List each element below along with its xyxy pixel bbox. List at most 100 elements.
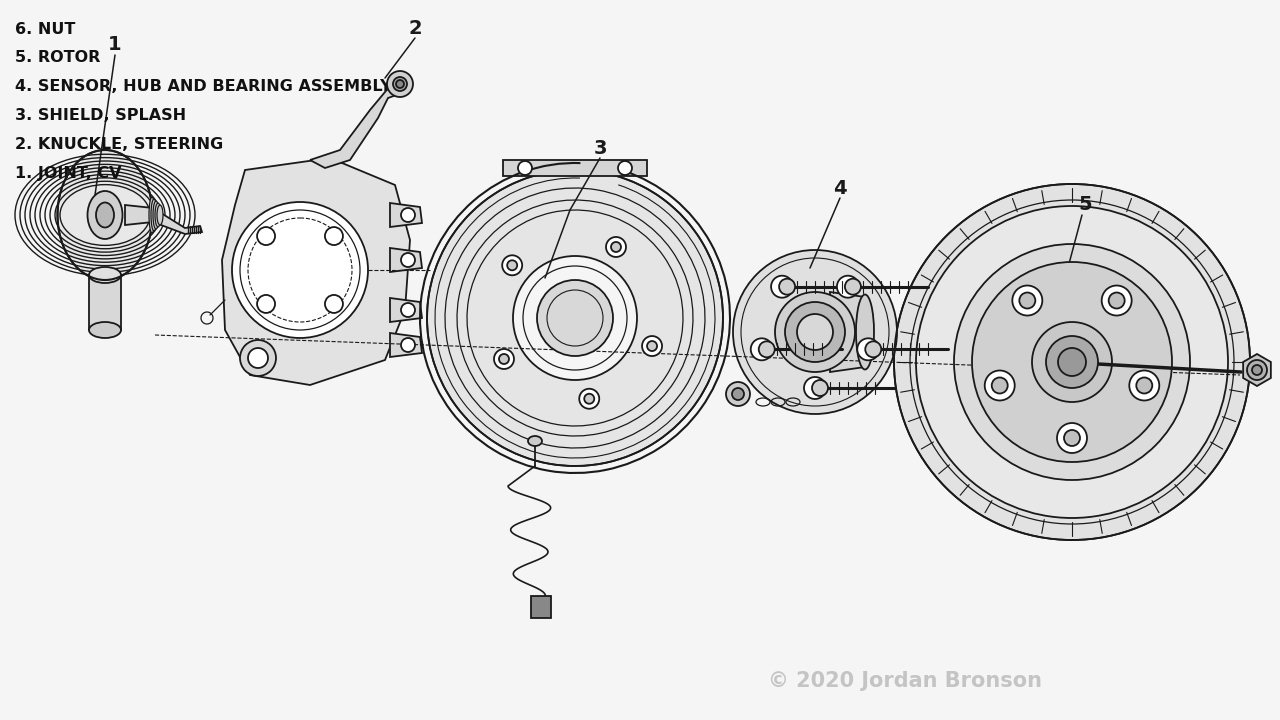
Circle shape [771, 276, 794, 297]
Ellipse shape [529, 436, 541, 446]
Polygon shape [829, 292, 865, 372]
Circle shape [1108, 292, 1125, 308]
Circle shape [726, 382, 750, 406]
Circle shape [751, 338, 773, 360]
Circle shape [513, 256, 637, 380]
Text: 2: 2 [408, 19, 422, 37]
Circle shape [780, 279, 795, 294]
Circle shape [502, 256, 522, 275]
Circle shape [916, 206, 1228, 518]
Text: 3: 3 [593, 138, 607, 158]
Ellipse shape [87, 191, 123, 239]
Ellipse shape [151, 199, 157, 231]
Circle shape [1046, 336, 1098, 388]
Circle shape [858, 338, 879, 360]
Ellipse shape [90, 267, 122, 283]
Circle shape [241, 340, 276, 376]
Polygon shape [503, 160, 646, 176]
Circle shape [1057, 423, 1087, 453]
Circle shape [1019, 292, 1036, 308]
Circle shape [865, 341, 881, 357]
Circle shape [972, 262, 1172, 462]
Circle shape [954, 244, 1190, 480]
Circle shape [1012, 286, 1042, 315]
Text: 4: 4 [833, 179, 847, 197]
Polygon shape [125, 205, 202, 234]
Polygon shape [390, 203, 422, 227]
Ellipse shape [90, 322, 122, 338]
Text: 5: 5 [1078, 196, 1092, 215]
Circle shape [605, 237, 626, 257]
Circle shape [845, 279, 861, 294]
Circle shape [494, 349, 515, 369]
Ellipse shape [154, 201, 159, 229]
Text: 4. SENSOR, HUB AND BEARING ASSEMBLY: 4. SENSOR, HUB AND BEARING ASSEMBLY [15, 79, 392, 94]
Circle shape [499, 354, 509, 364]
Circle shape [584, 394, 594, 404]
Polygon shape [390, 298, 422, 322]
Polygon shape [428, 170, 723, 466]
Circle shape [812, 380, 828, 396]
Circle shape [804, 377, 826, 399]
Text: 3. SHIELD, SPLASH: 3. SHIELD, SPLASH [15, 108, 187, 123]
Circle shape [648, 341, 657, 351]
Circle shape [984, 371, 1015, 400]
Circle shape [643, 336, 662, 356]
Circle shape [1059, 348, 1085, 376]
Circle shape [401, 208, 415, 222]
Circle shape [1032, 322, 1112, 402]
Circle shape [401, 303, 415, 317]
Text: 2. KNUCKLE, STEERING: 2. KNUCKLE, STEERING [15, 137, 224, 152]
Circle shape [518, 161, 532, 175]
Circle shape [1247, 360, 1267, 380]
Polygon shape [531, 596, 552, 618]
Circle shape [1252, 365, 1262, 375]
Circle shape [893, 184, 1251, 540]
Circle shape [992, 377, 1007, 394]
Polygon shape [1243, 354, 1271, 386]
Circle shape [1102, 286, 1132, 315]
Circle shape [325, 295, 343, 313]
Text: 6. NUT: 6. NUT [15, 22, 76, 37]
Text: © 2020 Jordan Bronson: © 2020 Jordan Bronson [768, 671, 1042, 691]
Circle shape [759, 341, 774, 357]
Circle shape [325, 227, 343, 245]
Circle shape [507, 261, 517, 270]
Ellipse shape [157, 205, 163, 225]
Polygon shape [390, 248, 422, 272]
Polygon shape [310, 80, 407, 168]
Ellipse shape [148, 197, 155, 233]
Circle shape [774, 292, 855, 372]
Circle shape [538, 280, 613, 356]
Circle shape [396, 80, 404, 88]
Circle shape [257, 227, 275, 245]
Text: 1. JOINT, CV: 1. JOINT, CV [15, 166, 122, 181]
Circle shape [257, 295, 275, 313]
Ellipse shape [155, 203, 161, 227]
Circle shape [387, 71, 413, 97]
Circle shape [1129, 371, 1160, 400]
Circle shape [797, 314, 833, 350]
Circle shape [1064, 430, 1080, 446]
Circle shape [393, 77, 407, 91]
Circle shape [732, 388, 744, 400]
Text: 5. ROTOR: 5. ROTOR [15, 50, 101, 66]
Circle shape [232, 202, 369, 338]
Circle shape [785, 302, 845, 362]
Ellipse shape [96, 202, 114, 228]
Text: 1: 1 [109, 35, 122, 55]
Polygon shape [90, 275, 122, 330]
Circle shape [401, 338, 415, 352]
Polygon shape [390, 333, 422, 357]
Ellipse shape [856, 294, 874, 369]
Circle shape [611, 242, 621, 252]
Circle shape [248, 348, 268, 368]
Circle shape [580, 389, 599, 409]
Polygon shape [221, 158, 410, 385]
Circle shape [618, 161, 632, 175]
Circle shape [1137, 377, 1152, 394]
Ellipse shape [58, 150, 152, 280]
Circle shape [733, 250, 897, 414]
Circle shape [401, 253, 415, 267]
Circle shape [837, 276, 859, 297]
